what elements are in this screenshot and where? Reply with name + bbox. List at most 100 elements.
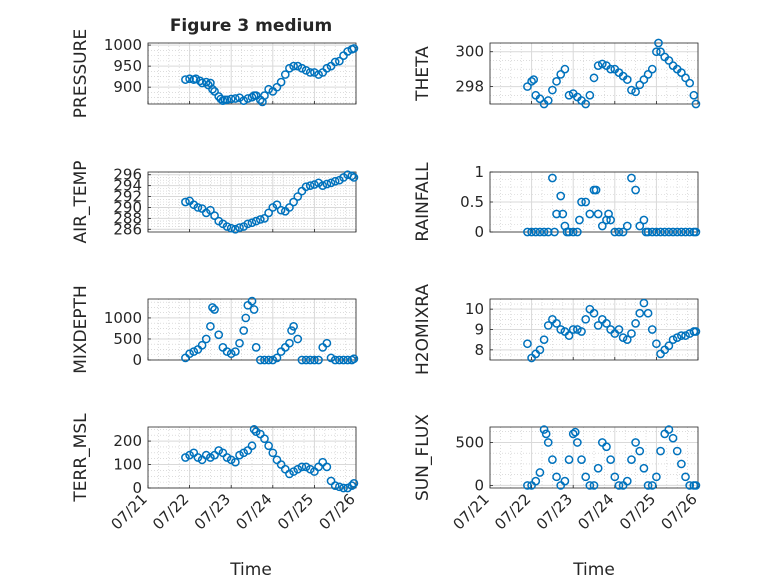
data-point xyxy=(664,341,674,351)
data-point xyxy=(570,427,580,437)
series-terr-msl xyxy=(181,424,359,493)
data-point xyxy=(652,472,661,482)
data-point xyxy=(222,347,232,356)
axes-box xyxy=(489,42,699,105)
data-point xyxy=(585,90,595,100)
data-point xyxy=(668,335,678,345)
data-point xyxy=(585,481,595,490)
data-point xyxy=(593,209,603,219)
data-point xyxy=(548,85,557,95)
data-point xyxy=(191,74,201,84)
y-tick-label: 8 xyxy=(474,341,484,359)
data-point xyxy=(264,441,273,451)
x-axis-label-left: Time xyxy=(229,560,272,580)
data-point xyxy=(685,78,695,88)
data-point xyxy=(247,92,257,102)
data-point xyxy=(268,355,278,365)
data-point xyxy=(681,472,690,482)
y-axis-label: MIXDEPTH xyxy=(71,285,91,374)
data-point xyxy=(235,223,244,232)
data-point xyxy=(627,455,636,464)
data-point xyxy=(543,96,553,105)
data-point xyxy=(326,476,336,486)
data-point xyxy=(280,464,290,474)
data-point xyxy=(235,338,244,348)
y-axis-label: TERR_MSL xyxy=(71,413,91,503)
subplot-rainfall: 0 0.5 1 RAINFALL xyxy=(413,162,701,242)
series-h2omixra xyxy=(523,298,701,363)
data-point xyxy=(548,455,557,464)
data-point xyxy=(208,303,217,312)
subplot-mixdepth: 0 500 1000 MIXDEPTH xyxy=(71,285,359,374)
data-point xyxy=(239,96,249,105)
data-point xyxy=(631,185,640,195)
data-point xyxy=(301,65,311,75)
data-point xyxy=(635,221,645,231)
data-point xyxy=(280,343,290,352)
data-point xyxy=(597,221,607,231)
data-point xyxy=(260,355,269,365)
data-point xyxy=(247,441,257,451)
data-point xyxy=(556,325,566,334)
data-point xyxy=(639,75,649,84)
data-point xyxy=(552,319,561,328)
data-point xyxy=(568,429,578,439)
data-point xyxy=(627,173,636,183)
data-point xyxy=(556,70,566,79)
data-point xyxy=(672,227,682,237)
data-point xyxy=(318,181,328,190)
data-point xyxy=(523,481,532,490)
data-point xyxy=(264,84,273,94)
data-point xyxy=(664,227,674,237)
data-point xyxy=(664,56,674,65)
data-point xyxy=(581,197,591,207)
data-point xyxy=(272,82,282,92)
data-point xyxy=(672,333,682,342)
data-point xyxy=(543,321,553,330)
data-point xyxy=(260,434,269,444)
data-point xyxy=(635,80,645,90)
x-tick-label: 07/25 xyxy=(616,490,659,533)
x-tick-label: 07/26 xyxy=(316,490,359,533)
data-point xyxy=(268,448,278,458)
data-point xyxy=(181,197,190,207)
data-point xyxy=(349,173,359,182)
y-tick-label: 296 xyxy=(113,166,142,184)
data-point xyxy=(643,308,653,318)
data-point xyxy=(226,94,236,104)
data-point xyxy=(264,208,273,218)
data-point xyxy=(639,463,649,473)
y-tick-label: 286 xyxy=(113,220,142,238)
data-point xyxy=(614,227,624,237)
data-point xyxy=(293,61,303,71)
data-point xyxy=(631,319,640,328)
y-tick-label: 288 xyxy=(113,209,142,227)
data-point xyxy=(672,446,682,456)
data-point xyxy=(255,215,265,224)
data-point xyxy=(573,438,582,447)
subplot-h2omixra: 8 9 10 H2OMIXRA xyxy=(413,284,701,375)
data-point xyxy=(276,347,286,356)
data-point xyxy=(251,216,261,226)
data-point xyxy=(210,87,219,96)
y-axis-label: H2OMIXRA xyxy=(413,284,433,375)
series-mixdepth xyxy=(181,296,359,365)
data-point xyxy=(330,176,340,186)
data-point xyxy=(297,355,307,365)
data-point xyxy=(285,338,294,348)
data-point xyxy=(210,305,219,314)
y-tick-label: 950 xyxy=(113,57,142,75)
data-point xyxy=(622,221,632,231)
data-point xyxy=(197,340,207,350)
data-point xyxy=(593,463,603,473)
y-axis-label: AIR_TEMP xyxy=(71,161,91,244)
data-point xyxy=(597,59,607,69)
data-point xyxy=(610,227,620,237)
data-point xyxy=(656,47,665,57)
data-point xyxy=(552,472,561,482)
data-point xyxy=(656,227,665,237)
data-point xyxy=(556,191,566,201)
data-point xyxy=(548,314,557,324)
